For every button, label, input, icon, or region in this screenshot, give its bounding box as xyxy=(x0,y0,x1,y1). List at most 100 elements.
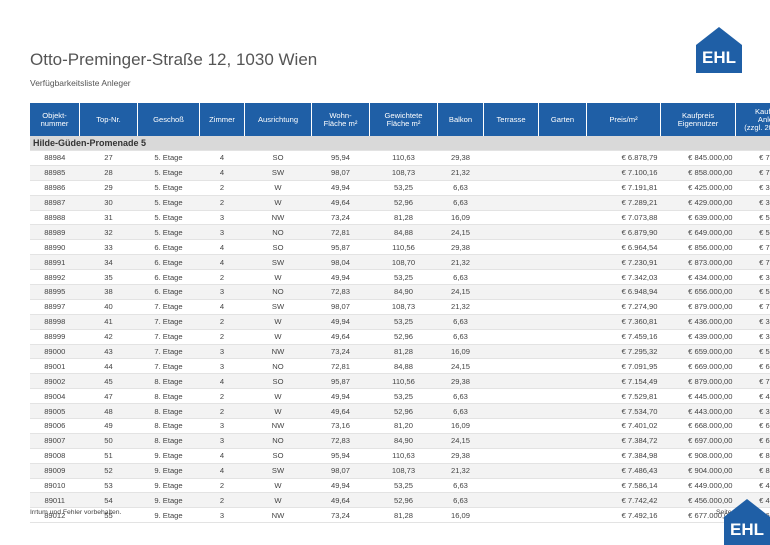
column-header: Wohn- Fläche m² xyxy=(311,103,370,136)
cell: W xyxy=(244,329,312,345)
cell: 95,87 xyxy=(311,373,370,390)
cell: 88989 xyxy=(30,224,80,241)
cell: 88986 xyxy=(30,180,80,196)
cell: 88995 xyxy=(30,284,80,300)
empty-cell xyxy=(538,492,587,509)
cell: 81,20 xyxy=(369,418,438,434)
empty-cell xyxy=(538,507,587,524)
cell: 7. Etage xyxy=(137,314,200,330)
cell: 7. Etage xyxy=(137,358,200,375)
cell: € 786.000,00 xyxy=(735,254,770,271)
cell: 98,07 xyxy=(311,463,370,479)
cell: SO xyxy=(244,150,312,166)
cell: 49,94 xyxy=(311,478,370,494)
cell: € 856.000,00 xyxy=(660,239,736,256)
cell: 29,38 xyxy=(437,448,484,464)
cell: € 7.459,16 xyxy=(586,329,661,345)
empty-cell xyxy=(538,344,587,360)
cell: € 602.000,00 xyxy=(735,358,770,375)
cell: € 7.384,72 xyxy=(586,433,661,449)
column-header: Terrasse xyxy=(483,103,539,136)
cell: 48 xyxy=(79,403,138,420)
logo: EHL xyxy=(696,27,742,73)
cell: 6. Etage xyxy=(137,269,200,286)
column-header: Kaufpreis Eigennutzer xyxy=(660,103,736,136)
cell: W xyxy=(244,314,312,330)
empty-cell xyxy=(483,239,539,256)
column-header: Garten xyxy=(538,103,587,136)
table-row: 89008 51 9. Etage 4 SO 95,94 110,63 29,38 € 7.38… xyxy=(30,448,770,464)
cell: 88999 xyxy=(30,329,80,345)
cell: 4 xyxy=(199,150,245,166)
cell: 43 xyxy=(79,344,138,360)
cell: SO xyxy=(244,239,312,256)
cell: 2 xyxy=(199,403,245,420)
column-header: Preis/m² xyxy=(586,103,661,136)
cell: 95,94 xyxy=(311,150,370,166)
cell: 45 xyxy=(79,373,138,390)
empty-cell xyxy=(538,478,587,494)
cell: € 7.230,91 xyxy=(586,254,661,271)
cell: 5. Etage xyxy=(137,150,200,166)
cell: NO xyxy=(244,358,312,375)
cell: SO xyxy=(244,448,312,464)
cell: W xyxy=(244,478,312,494)
cell: 16,09 xyxy=(437,507,484,524)
empty-cell xyxy=(483,492,539,509)
empty-cell xyxy=(483,224,539,241)
cell: € 425.000,00 xyxy=(660,180,736,196)
column-header: Kaufpreis Anleger (zzgl. 20% Ust.) xyxy=(735,103,770,136)
cell: NW xyxy=(244,344,312,360)
cell: 52,96 xyxy=(369,329,438,345)
cell: 24,15 xyxy=(437,358,484,375)
cell: 2 xyxy=(199,329,245,345)
empty-cell xyxy=(538,180,587,196)
cell: € 429.000,00 xyxy=(660,195,736,211)
cell: € 7.384,98 xyxy=(586,448,661,464)
cell: € 7.073,88 xyxy=(586,210,661,226)
cell: 49,94 xyxy=(311,388,370,405)
cell: 8. Etage xyxy=(137,403,200,420)
empty-cell xyxy=(483,254,539,271)
cell: 52 xyxy=(79,463,138,479)
cell: 6,63 xyxy=(437,329,484,345)
cell: 50 xyxy=(79,433,138,449)
cell: € 7.742,42 xyxy=(586,492,661,509)
cell: € 395.000,00 xyxy=(735,329,770,345)
empty-cell xyxy=(483,448,539,464)
table-row: 89011 54 9. Etage 2 W 49,64 52,96 6,63 € 7.742,4… xyxy=(30,492,770,509)
cell: 6. Etage xyxy=(137,254,200,271)
cell: € 697.000,00 xyxy=(660,433,736,449)
cell: 9. Etage xyxy=(137,507,200,524)
cell: 81,28 xyxy=(369,210,438,226)
cell: € 445.000,00 xyxy=(660,388,736,405)
cell: 81,28 xyxy=(369,344,438,360)
cell: SO xyxy=(244,373,312,390)
empty-cell xyxy=(538,254,587,271)
cell: 49,64 xyxy=(311,329,370,345)
cell: 95,94 xyxy=(311,448,370,464)
cell: € 443.000,00 xyxy=(660,403,736,420)
cell: € 6.878,79 xyxy=(586,150,661,166)
subtitle: Verfügbarkeitsliste Anleger xyxy=(30,78,131,88)
cell: W xyxy=(244,180,312,196)
cell: 8. Etage xyxy=(137,373,200,390)
cell: 21,32 xyxy=(437,299,484,315)
empty-cell xyxy=(483,180,539,196)
cell: 2 xyxy=(199,388,245,405)
empty-cell xyxy=(483,373,539,390)
cell: 88997 xyxy=(30,299,80,315)
table-row: 89000 43 7. Etage 3 NW 73,24 81,28 16,09 € 7.295… xyxy=(30,344,770,360)
empty-cell xyxy=(483,478,539,494)
empty-cell xyxy=(538,299,587,315)
cell: € 7.342,03 xyxy=(586,269,661,286)
cell: 2 xyxy=(199,195,245,211)
cell: € 668.000,00 xyxy=(660,418,736,434)
empty-cell xyxy=(483,358,539,375)
cell: € 456.000,00 xyxy=(660,492,736,509)
table-row: 89002 45 8. Etage 4 SO 95,87 110,56 29,38 € 7.15… xyxy=(30,373,770,390)
cell: € 770.000,00 xyxy=(735,239,770,256)
cell: 24,15 xyxy=(437,224,484,241)
cell: 8. Etage xyxy=(137,433,200,449)
cell: 55 xyxy=(79,507,138,524)
